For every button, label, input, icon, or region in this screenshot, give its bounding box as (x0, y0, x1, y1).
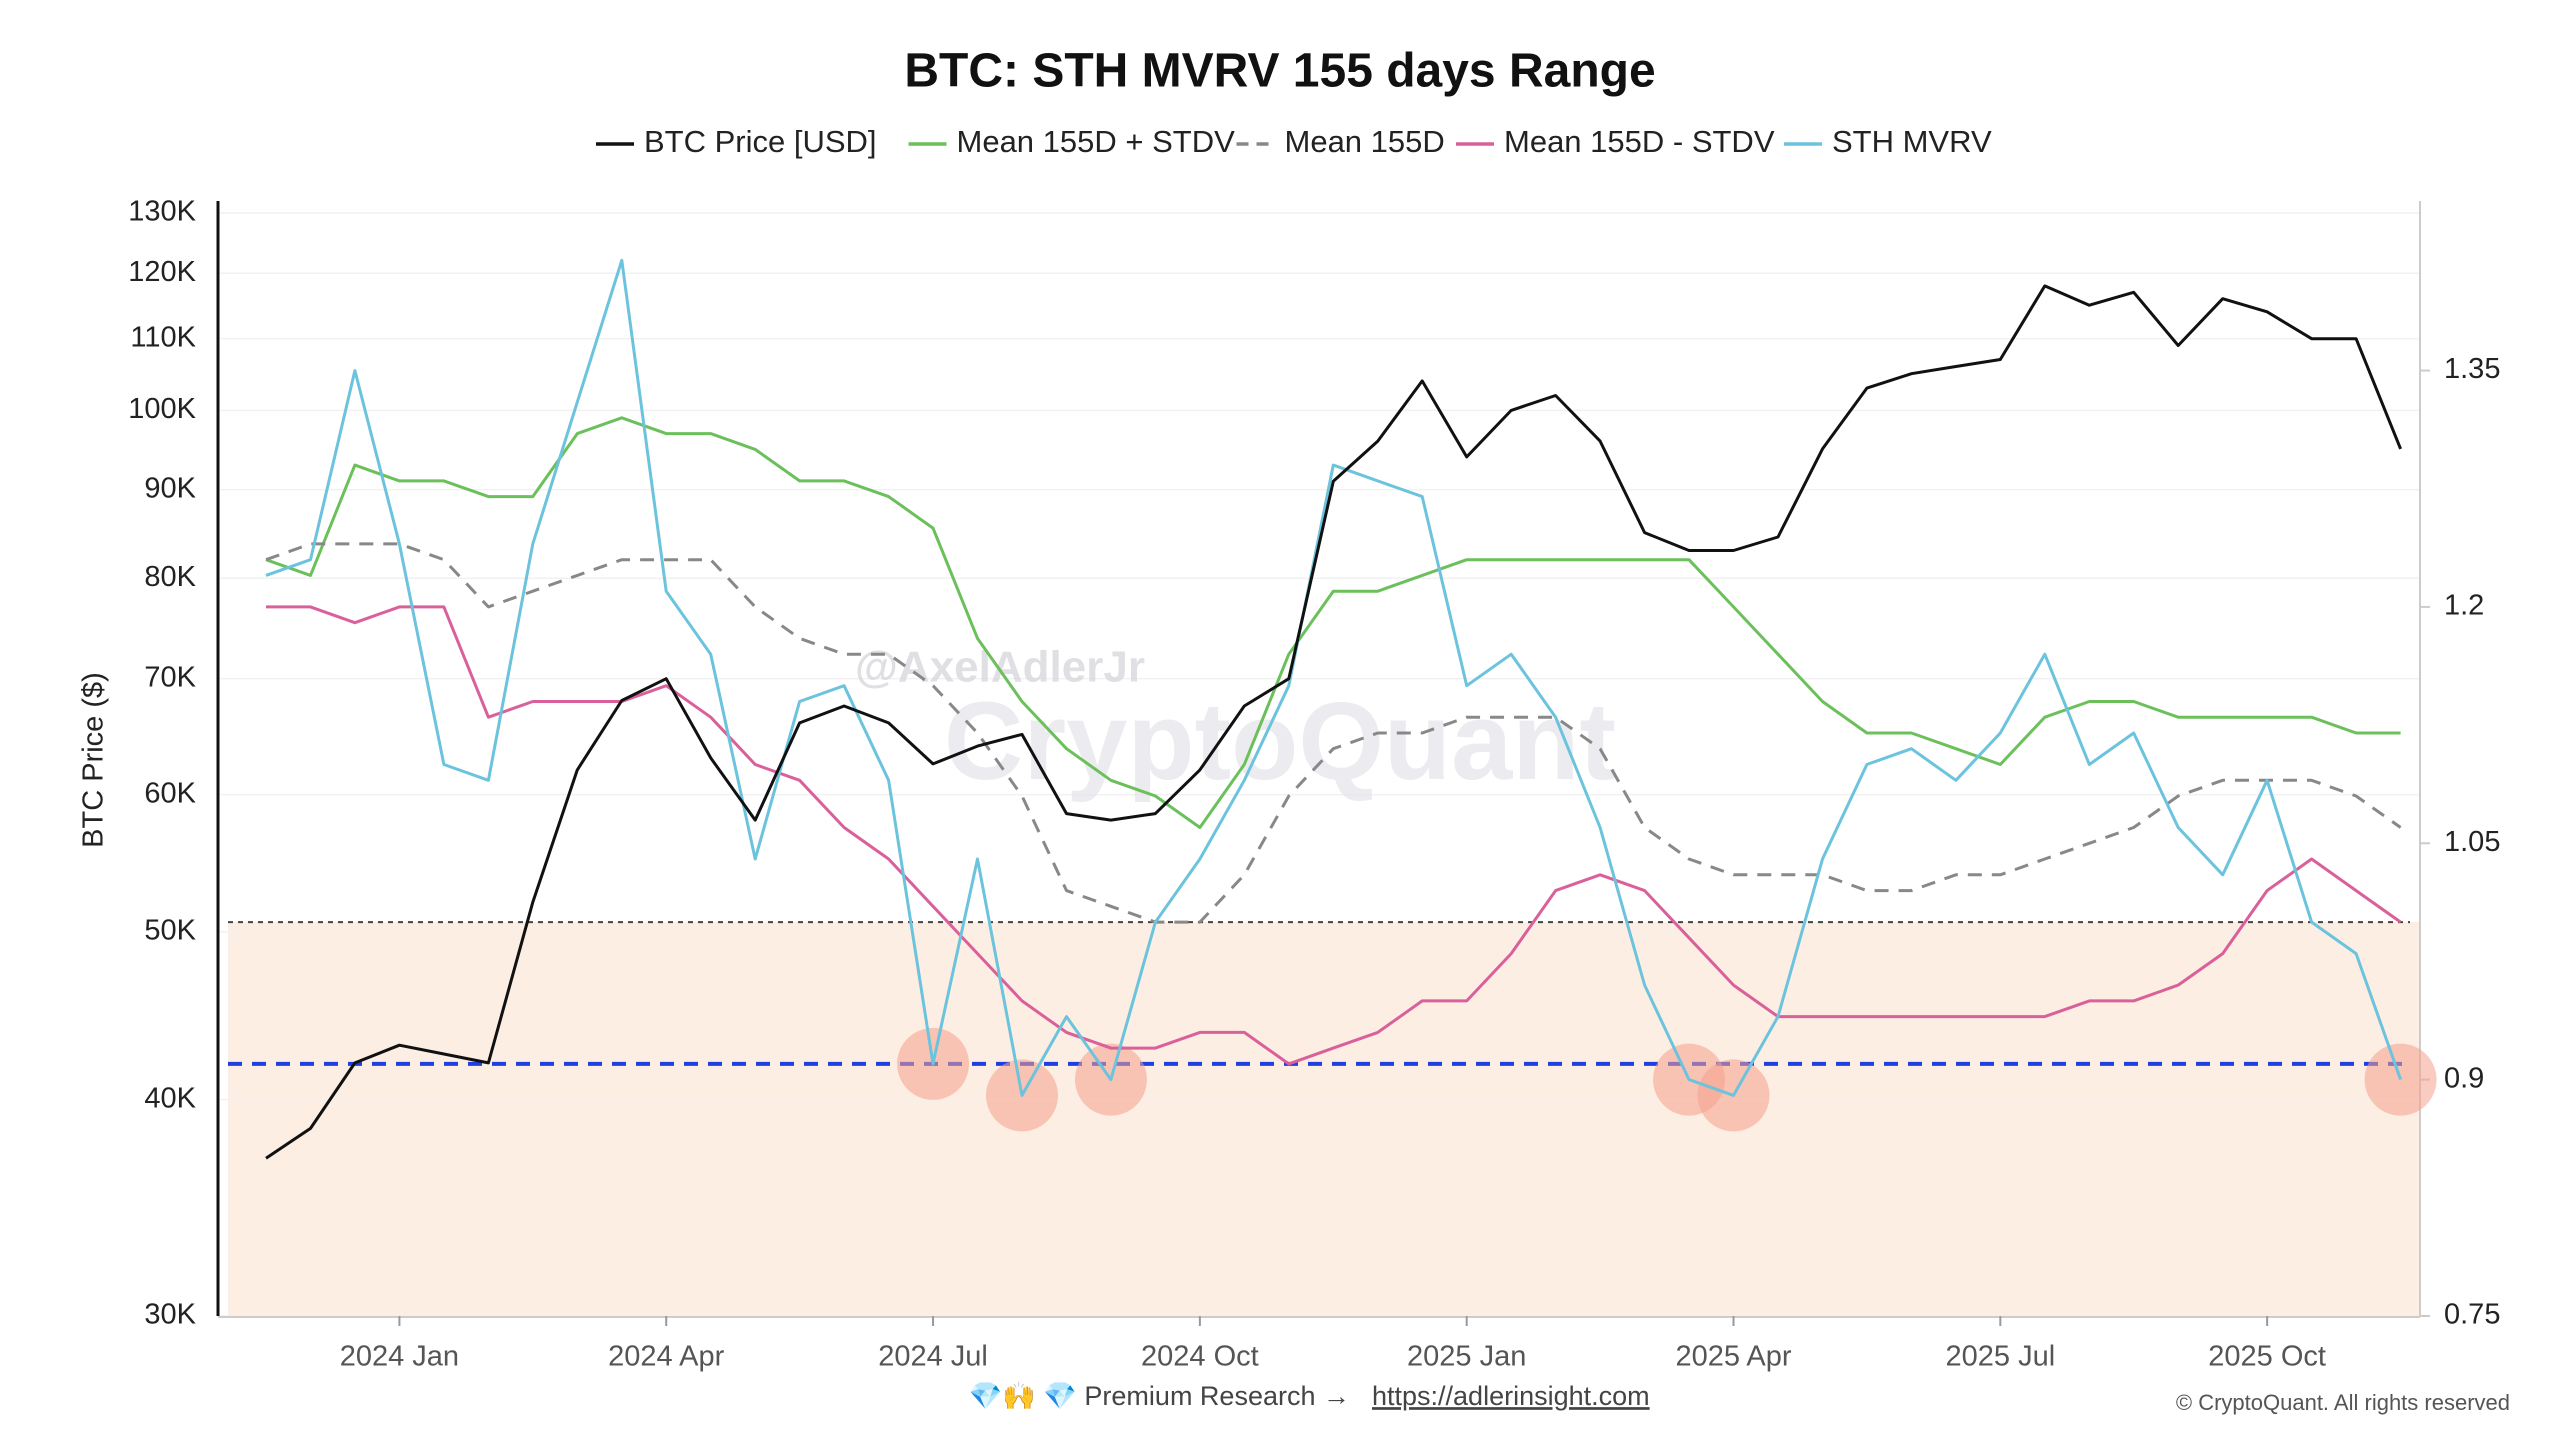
y-tick-label: 30K (144, 1299, 196, 1331)
watermark-handle: @AxelAdlerJr (855, 643, 1145, 692)
y-tick-label: 120K (128, 256, 196, 288)
y-tick-label: 70K (144, 661, 196, 693)
background-layer (218, 212, 2420, 1317)
highlight-circle (2364, 1043, 2437, 1116)
legend-label: STH MVRV (1832, 124, 1992, 159)
y2-tick-label: 1.05 (2444, 826, 2500, 858)
x-tick-label: 2025 Apr (1675, 1341, 1791, 1373)
chart-title: BTC: STH MVRV 155 days Range (904, 45, 1655, 98)
legend-label: BTC Price [USD] (644, 124, 877, 159)
copyright: © CryptoQuant. All rights reserved (2176, 1390, 2510, 1415)
x-tick-label: 2025 Jul (1946, 1341, 2056, 1373)
y2-tick-label: 1.35 (2444, 353, 2500, 385)
x-tick-label: 2025 Oct (2208, 1341, 2326, 1373)
y-tick-label: 80K (144, 561, 196, 593)
y-axis-title: BTC Price ($) (78, 672, 110, 848)
x-tick-label: 2025 Jan (1407, 1341, 1526, 1373)
x-tick-label: 2024 Oct (1141, 1341, 1259, 1373)
x-tick-label: 2024 Jan (340, 1341, 459, 1373)
y-tick-label: 130K (128, 196, 196, 228)
y2-tick-label: 0.75 (2444, 1299, 2500, 1331)
y2-tick-label: 0.9 (2444, 1062, 2484, 1094)
x-tick-label: 2024 Jul (878, 1341, 988, 1373)
legend-label: Mean 155D + STDV (957, 124, 1236, 159)
y-tick-label: 90K (144, 472, 196, 504)
y-tick-label: 40K (144, 1082, 196, 1114)
series-line (265, 416, 2401, 829)
y2-tick-label: 1.2 (2444, 590, 2484, 622)
y-tick-label: 110K (130, 321, 196, 353)
zone-fill (228, 922, 2420, 1316)
legend-label: Mean 155D - STDV (1504, 124, 1775, 159)
series-line (265, 542, 2402, 924)
series-line (265, 258, 2403, 1097)
y-tick-label: 100K (128, 393, 196, 425)
legend-label: Mean 155D (1285, 124, 1445, 159)
series-line (265, 284, 2402, 1160)
y-tick-label: 60K (144, 777, 196, 809)
footer-link[interactable]: https://adlerinsight.com (1372, 1381, 1650, 1411)
watermark: CryptoQuant (944, 680, 1616, 803)
footer-text: 💎🙌 💎 Premium Research → (969, 1381, 1350, 1411)
legend: BTC Price [USD] Mean 155D + STDV Mean 155D… (596, 124, 1992, 159)
x-tick-label: 2024 Apr (608, 1341, 724, 1373)
y-tick-label: 50K (144, 914, 196, 946)
